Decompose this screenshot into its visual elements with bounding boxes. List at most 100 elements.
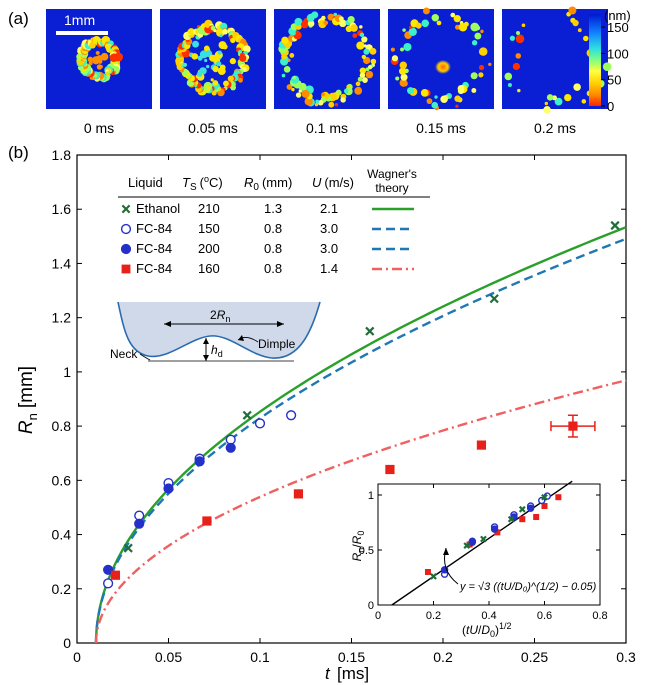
legend-u: 3.0 bbox=[320, 241, 338, 256]
legend-row: Ethanol 210 1.3 2.1 bbox=[121, 201, 414, 216]
header-ts: TS (oC) bbox=[182, 174, 223, 193]
inset-plot: 0 0.2 0.4 0.6 0.8 0 0.5 1 (tU/D0)1/2 Rn/R0 y = … bbox=[350, 480, 608, 639]
droplet-shape bbox=[118, 302, 320, 359]
inset-y-label: Rn/R0 bbox=[350, 531, 366, 562]
colorbar-tick: 100 bbox=[607, 46, 629, 61]
inset-point bbox=[424, 569, 431, 575]
panel-a-label: (a) bbox=[8, 9, 29, 28]
y-tick-label: 0.4 bbox=[52, 527, 72, 543]
inset-point bbox=[480, 535, 487, 543]
y-tick-label: 0.6 bbox=[52, 472, 72, 488]
svg-text:Rn/R0: Rn/R0 bbox=[350, 531, 366, 562]
header-u: U (m/s) bbox=[312, 175, 354, 190]
inset-point bbox=[541, 493, 548, 501]
scale-bar: 1mm bbox=[56, 12, 108, 35]
data-point bbox=[103, 564, 114, 575]
legend-u: 2.1 bbox=[320, 201, 338, 216]
dimple-label: Dimple bbox=[258, 337, 296, 351]
theory-curve-2 bbox=[94, 379, 627, 644]
x-tick-label: 0 bbox=[73, 649, 81, 665]
legend-liquid: FC-84 bbox=[136, 241, 172, 256]
frame-time-label: 0 ms bbox=[84, 120, 114, 136]
interferometry-frames: 0 ms 0.05 ms 0.1 ms 0.15 ms 0.2 ms bbox=[46, 6, 612, 136]
data-point bbox=[110, 570, 121, 580]
data-point bbox=[293, 489, 304, 499]
panel-b-label: (b) bbox=[8, 143, 29, 162]
theory-curve-1 bbox=[94, 237, 627, 644]
legend-row: FC-84 200 0.8 3.0 bbox=[120, 241, 414, 256]
legend-ts: 160 bbox=[198, 261, 220, 276]
inset-x-tick: 0 bbox=[375, 610, 381, 622]
data-point bbox=[476, 440, 487, 450]
legend-r0: 0.8 bbox=[264, 241, 282, 256]
x-tick-label: 0.1 bbox=[250, 649, 270, 665]
inset-frame bbox=[377, 483, 601, 606]
y-tick-label: 1 bbox=[63, 364, 71, 380]
data-point bbox=[610, 220, 620, 231]
y-tick-label: 1.8 bbox=[52, 147, 72, 163]
legend-marker bbox=[120, 223, 132, 235]
y-tick-label: 0 bbox=[63, 635, 71, 651]
frame-time-label: 0.05 ms bbox=[188, 120, 238, 136]
data-point bbox=[194, 456, 205, 467]
inset-x-tick: 0.4 bbox=[481, 610, 496, 622]
inset-point bbox=[533, 514, 540, 520]
data-point bbox=[163, 483, 174, 494]
header-liquid: Liquid bbox=[128, 175, 163, 190]
colorbar-tick: 50 bbox=[607, 73, 621, 88]
droplet-schematic: 2Rn hd Neck Dimple bbox=[110, 301, 321, 362]
frame-time-label: 0.2 ms bbox=[534, 120, 576, 136]
x-axis-label-unit: [ms] bbox=[337, 664, 369, 683]
legend-ts: 210 bbox=[198, 201, 220, 216]
data-point bbox=[225, 442, 236, 453]
y-tick-label: 1.4 bbox=[52, 255, 72, 271]
legend-row: FC-84 150 0.8 3.0 bbox=[120, 221, 414, 236]
frame-3 bbox=[388, 7, 494, 111]
inset-x-label: (tU/D0)1/2 bbox=[462, 621, 512, 639]
legend-liquid: FC-84 bbox=[136, 221, 172, 236]
header-r0: R0 (mm) bbox=[244, 175, 292, 193]
inset-point bbox=[507, 515, 515, 523]
legend-r0: 1.3 bbox=[264, 201, 282, 216]
data-point bbox=[489, 294, 499, 304]
frame-1 bbox=[160, 9, 266, 109]
legend-row: FC-84 160 0.8 1.4 bbox=[121, 261, 414, 276]
data-point bbox=[134, 518, 145, 529]
legend-marker bbox=[121, 204, 131, 214]
header-wagner: Wagner's bbox=[367, 167, 417, 181]
x-tick-label: 0.25 bbox=[521, 649, 548, 665]
legend-ts: 150 bbox=[198, 221, 220, 236]
legend-u: 1.4 bbox=[320, 261, 338, 276]
inset-point bbox=[541, 503, 548, 509]
legend-r0: 0.8 bbox=[264, 221, 282, 236]
frame-0 bbox=[46, 9, 152, 109]
legend-marker bbox=[121, 264, 131, 274]
x-axis-label: t bbox=[325, 664, 331, 683]
y-tick-label: 0.2 bbox=[52, 581, 72, 597]
legend-u: 3.0 bbox=[320, 221, 338, 236]
inset-point bbox=[468, 538, 477, 546]
colorbar-unit: (nm) bbox=[604, 8, 631, 23]
width-label: 2Rn bbox=[210, 308, 230, 324]
inset-x-tick: 0.8 bbox=[592, 610, 607, 622]
inset-y-tick: 0.5 bbox=[359, 545, 374, 557]
inset-point bbox=[555, 494, 562, 501]
inset-y-tick: 0 bbox=[368, 600, 374, 612]
colorbar: (nm) 150 100 50 0 bbox=[589, 8, 631, 114]
inset-point bbox=[463, 542, 471, 549]
droplet-outline bbox=[117, 301, 321, 359]
inset-point bbox=[519, 516, 526, 523]
y-tick-label: 1.6 bbox=[52, 201, 72, 217]
x-tick-label: 0.15 bbox=[338, 649, 365, 665]
data-point bbox=[123, 543, 133, 553]
legend-table: Liquid TS (oC) R0 (mm) U (m/s) Wagner's the… bbox=[118, 167, 430, 276]
frame-2 bbox=[274, 9, 380, 109]
legend-marker bbox=[120, 243, 132, 255]
frame-time-label: 0.15 ms bbox=[416, 120, 466, 136]
inset-y-tick: 1 bbox=[368, 490, 374, 502]
y-axis-label: Rn[mm] bbox=[16, 366, 40, 434]
svg-text:Rn[mm]: Rn[mm] bbox=[16, 366, 40, 434]
neck-label: Neck bbox=[110, 347, 138, 361]
height-label: hd bbox=[211, 343, 223, 359]
